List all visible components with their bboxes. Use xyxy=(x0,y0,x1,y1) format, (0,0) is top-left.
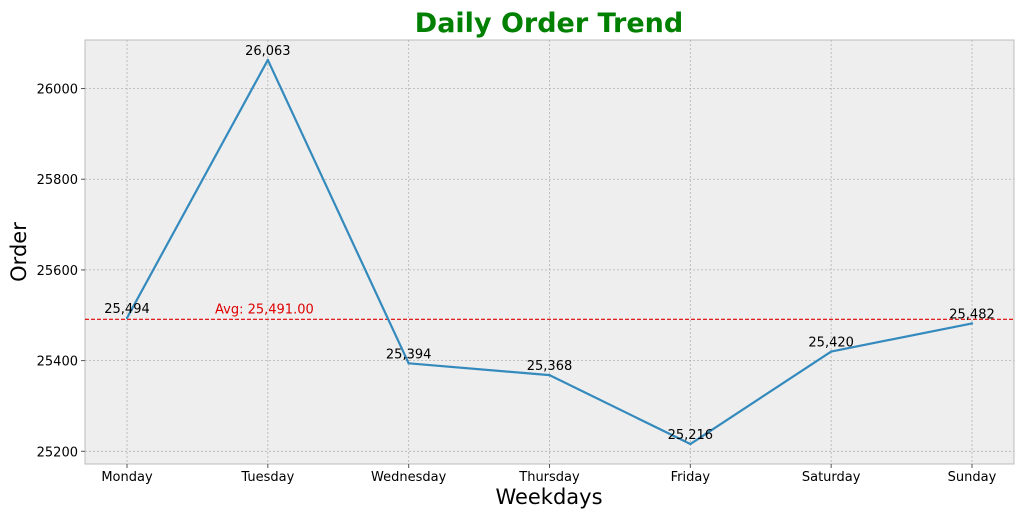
series-group: 25,494 26,063 25,394 25,368 25,216 25,420 25,4… xyxy=(104,44,995,446)
x-axis-label: Weekdays xyxy=(495,485,602,509)
chart-title: Daily Order Trend xyxy=(415,8,683,39)
y-tick-label: 25200 xyxy=(37,445,78,460)
data-point xyxy=(970,322,974,325)
data-label: 25,420 xyxy=(808,336,854,351)
data-label: 25,216 xyxy=(668,428,714,443)
average-label: Avg: 25,491.00 xyxy=(215,302,314,317)
x-tick-label: Monday xyxy=(101,470,153,485)
x-tick-label: Thursday xyxy=(518,470,580,485)
data-point xyxy=(689,442,692,446)
x-tick-label: Saturday xyxy=(802,470,861,485)
y-axis-label: Order xyxy=(7,222,31,282)
y-tick-label: 25400 xyxy=(37,355,78,370)
grid-lines xyxy=(85,40,1014,464)
data-point xyxy=(548,373,551,377)
data-point xyxy=(407,362,410,365)
average-line-group: Avg: 25,491.00 xyxy=(85,302,1014,320)
data-point xyxy=(829,350,833,353)
data-label: 26,063 xyxy=(245,44,291,59)
y-tick-labels: 25200 25400 25600 25800 26000 xyxy=(37,83,85,460)
x-tick-label: Sunday xyxy=(948,470,997,485)
data-point xyxy=(266,58,270,62)
x-tick-label: Tuesday xyxy=(240,470,294,485)
data-label: 25,494 xyxy=(104,302,150,317)
data-label: 25,368 xyxy=(527,359,573,374)
data-label: 25,394 xyxy=(386,347,432,362)
x-tick-label: Wednesday xyxy=(371,470,447,485)
x-tick-label: Friday xyxy=(671,470,711,485)
data-label: 25,482 xyxy=(949,307,995,322)
y-tick-label: 26000 xyxy=(37,83,78,98)
data-point xyxy=(125,316,129,320)
x-tick-labels: Monday Tuesday Wednesday Thursday Friday Satu… xyxy=(101,464,997,485)
y-tick-label: 25800 xyxy=(37,173,78,188)
y-tick-label: 25600 xyxy=(37,264,78,279)
